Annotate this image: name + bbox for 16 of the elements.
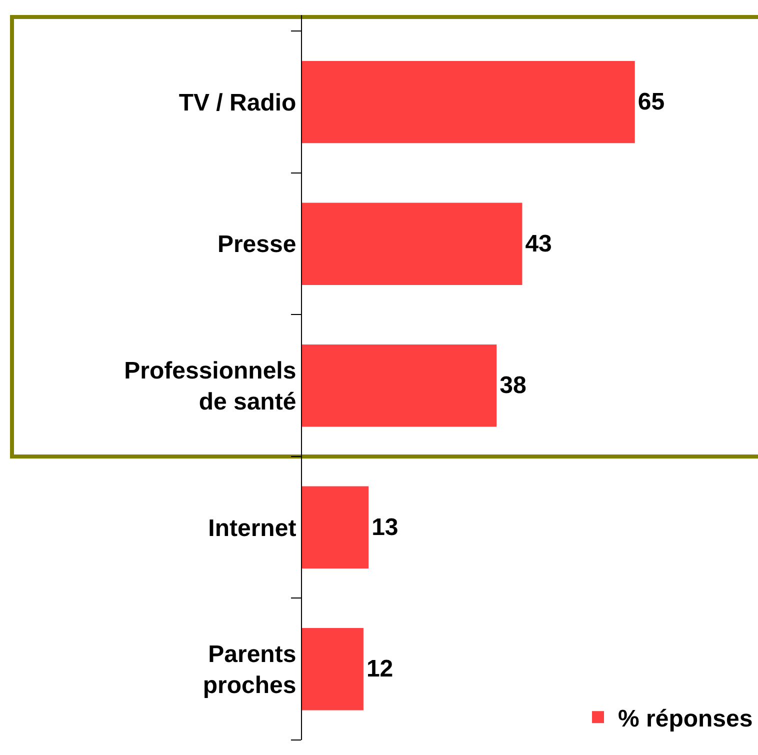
data-label: 65 xyxy=(638,88,665,116)
y-tick-label: Parents proches xyxy=(202,640,296,700)
data-label: 43 xyxy=(525,230,552,258)
y-tick-label: Professionnels de santé xyxy=(124,357,296,416)
legend-label: % réponses xyxy=(618,705,753,732)
bar xyxy=(302,60,635,144)
bar xyxy=(302,344,497,427)
bar xyxy=(302,202,522,285)
y-tick-label: Presse xyxy=(217,231,296,258)
y-tick-label: TV / Radio xyxy=(178,89,296,116)
bar xyxy=(302,486,369,568)
y-tick-label: Internet xyxy=(208,514,296,542)
data-label: 12 xyxy=(366,656,394,683)
data-label: 13 xyxy=(372,514,398,541)
bar xyxy=(302,628,364,710)
data-label: 38 xyxy=(500,372,526,400)
